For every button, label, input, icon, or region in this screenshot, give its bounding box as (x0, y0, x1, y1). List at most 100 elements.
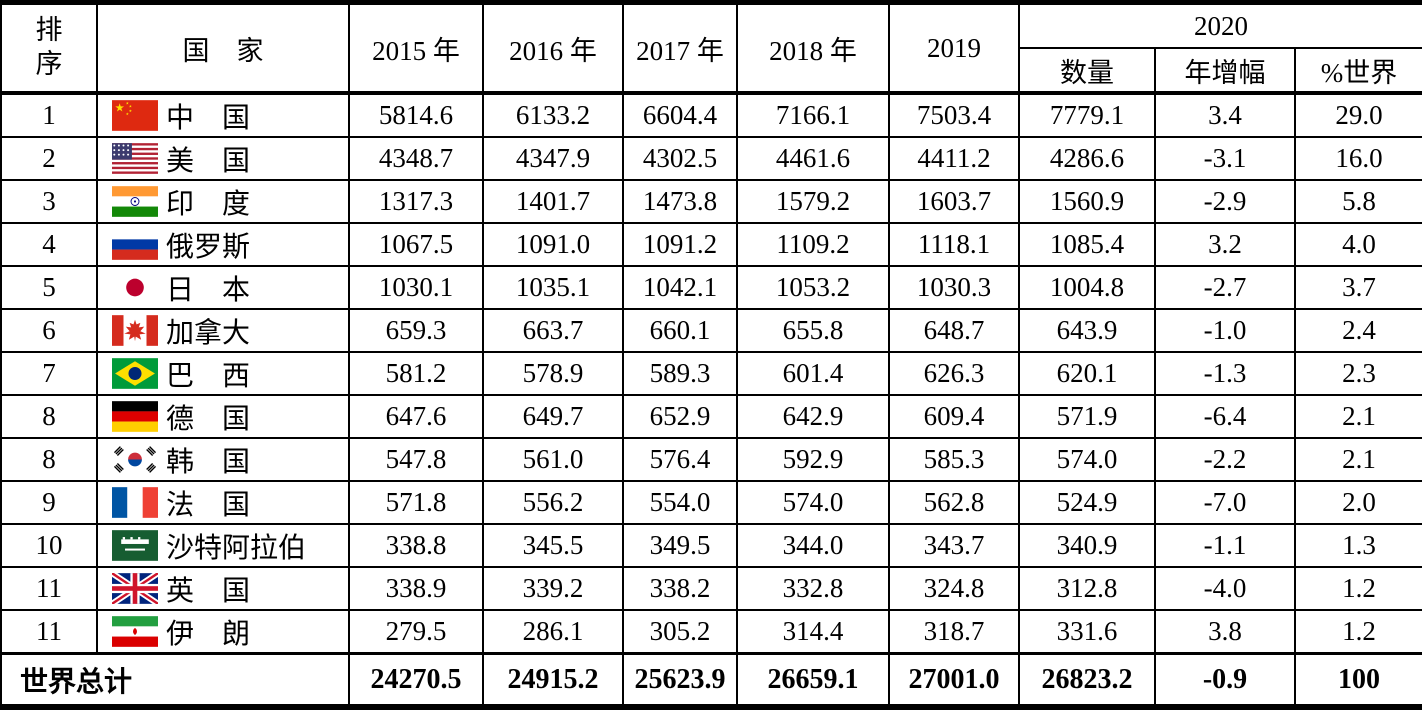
flag-saudi-arabia-icon (112, 530, 158, 561)
flag-france-icon (112, 487, 158, 518)
rank-cell: 9 (0, 480, 98, 525)
value-2020-growth: -3.1 (1154, 136, 1296, 181)
rank-cell: 3 (0, 179, 98, 224)
value-2020-growth: -1.0 (1154, 308, 1296, 353)
value-world-share: 29.0 (1293, 91, 1422, 138)
country-name: 沙特阿拉伯 (166, 532, 307, 564)
value-2017: 4302.5 (622, 136, 738, 181)
value-2015: 279.5 (348, 609, 484, 655)
value-2018: 601.4 (736, 351, 890, 396)
country-cell: 中 国 (96, 91, 350, 138)
country-name: 中 国 (166, 102, 251, 134)
value-2020-quantity: 312.8 (1018, 566, 1156, 611)
value-2015: 338.8 (348, 523, 484, 568)
flag-germany-icon (112, 401, 158, 432)
header-2020-growth: 年增幅 (1154, 47, 1296, 94)
value-2020-quantity: 620.1 (1018, 351, 1156, 396)
country-cell: 韩 国 (96, 437, 350, 482)
value-2017: 338.2 (622, 566, 738, 611)
table-header: 排 序 国 家 2015 年 2016 年 2017 年 2018 年 2019… (0, 0, 1422, 94)
country-name: 日 本 (166, 274, 251, 306)
value-2015: 1317.3 (348, 179, 484, 224)
country-wrap: 日 本 (99, 268, 347, 307)
header-2016: 2016 年 (482, 0, 624, 94)
value-world-share: 3.7 (1293, 265, 1422, 310)
table-row: 8 德 国 647.6 649.7 652.9 642.9 609.4 571.9 -6.4 2.… (0, 394, 1422, 439)
value-2018: 655.8 (736, 308, 890, 353)
country-name: 巴 西 (166, 360, 251, 392)
country-name: 加拿大 (166, 317, 251, 349)
value-2015: 4348.7 (348, 136, 484, 181)
value-2016: 649.7 (482, 394, 624, 439)
value-2016: 663.7 (482, 308, 624, 353)
flag-canada-icon (112, 315, 158, 346)
value-world-share: 2.0 (1293, 480, 1422, 525)
value-world-share: 2.1 (1293, 437, 1422, 482)
value-2015: 1067.5 (348, 222, 484, 267)
value-2017: 1473.8 (622, 179, 738, 224)
table-row: 6 加拿大 659.3 663.7 660.1 655.8 648.7 643.9 -1.0 2.… (0, 308, 1422, 353)
header-rank: 排 序 (0, 0, 98, 94)
rank-cell: 11 (0, 609, 98, 655)
value-2020-quantity: 1004.8 (1018, 265, 1156, 310)
value-2020-quantity: 4286.6 (1018, 136, 1156, 181)
table-row: 1 中 国 5814.6 6133.2 6604.4 7166.1 7503.4 7779.1… (0, 91, 1422, 138)
value-world-share: 2.1 (1293, 394, 1422, 439)
value-2016: 4347.9 (482, 136, 624, 181)
table-row: 10 沙特阿拉伯 338.8 345.5 349.5 344.0 343.7 340.9 -1.… (0, 523, 1422, 568)
country-name: 印 度 (166, 188, 251, 220)
value-2019: 324.8 (888, 566, 1020, 611)
value-world-share: 1.3 (1293, 523, 1422, 568)
value-2020-quantity: 331.6 (1018, 609, 1156, 655)
rank-cell: 11 (0, 566, 98, 611)
rank-cell: 8 (0, 394, 98, 439)
table-row: 8 韩 国 547.8 561.0 576.4 592.9 585.3 574.0 -2.2 2.… (0, 437, 1422, 482)
value-2020-growth: -4.0 (1154, 566, 1296, 611)
value-2015: 1030.1 (348, 265, 484, 310)
table-row: 7 巴 西 581.2 578.9 589.3 601.4 626.3 620.1 -1.3 2.… (0, 351, 1422, 396)
country-wrap: 沙特阿拉伯 (99, 526, 347, 565)
value-2016: 1035.1 (482, 265, 624, 310)
value-2018: 1579.2 (736, 179, 890, 224)
value-2018: 344.0 (736, 523, 890, 568)
value-2017: 554.0 (622, 480, 738, 525)
value-2015: 338.9 (348, 566, 484, 611)
header-2020-world-share: %世界 (1293, 47, 1422, 94)
total-2020-growth: -0.9 (1154, 652, 1296, 710)
country-cell: 日 本 (96, 265, 350, 310)
value-2015: 659.3 (348, 308, 484, 353)
value-world-share: 1.2 (1293, 566, 1422, 611)
country-cell: 德 国 (96, 394, 350, 439)
value-2016: 339.2 (482, 566, 624, 611)
country-wrap: 巴 西 (99, 354, 347, 393)
value-2020-growth: -1.3 (1154, 351, 1296, 396)
rank-cell: 5 (0, 265, 98, 310)
value-2016: 6133.2 (482, 91, 624, 138)
value-world-share: 16.0 (1293, 136, 1422, 181)
total-2019: 27001.0 (888, 652, 1020, 710)
country-cell: 巴 西 (96, 351, 350, 396)
value-2018: 7166.1 (736, 91, 890, 138)
value-2018: 574.0 (736, 480, 890, 525)
country-cell: 伊 朗 (96, 609, 350, 655)
flag-iran-icon (112, 616, 158, 647)
total-2015: 24270.5 (348, 652, 484, 710)
value-2019: 343.7 (888, 523, 1020, 568)
rank-cell: 8 (0, 437, 98, 482)
flag-japan-icon (112, 272, 158, 303)
value-2020-quantity: 1085.4 (1018, 222, 1156, 267)
country-wrap: 中 国 (99, 97, 347, 135)
value-2019: 318.7 (888, 609, 1020, 655)
value-2017: 1042.1 (622, 265, 738, 310)
value-2019: 648.7 (888, 308, 1020, 353)
flag-china-icon (112, 100, 158, 131)
value-2020-growth: 3.2 (1154, 222, 1296, 267)
value-world-share: 5.8 (1293, 179, 1422, 224)
value-2020-growth: -2.9 (1154, 179, 1296, 224)
value-2020-growth: -1.1 (1154, 523, 1296, 568)
value-world-share: 2.3 (1293, 351, 1422, 396)
rank-cell: 10 (0, 523, 98, 568)
header-2017: 2017 年 (622, 0, 738, 94)
value-2019: 585.3 (888, 437, 1020, 482)
country-name: 法 国 (166, 489, 251, 521)
